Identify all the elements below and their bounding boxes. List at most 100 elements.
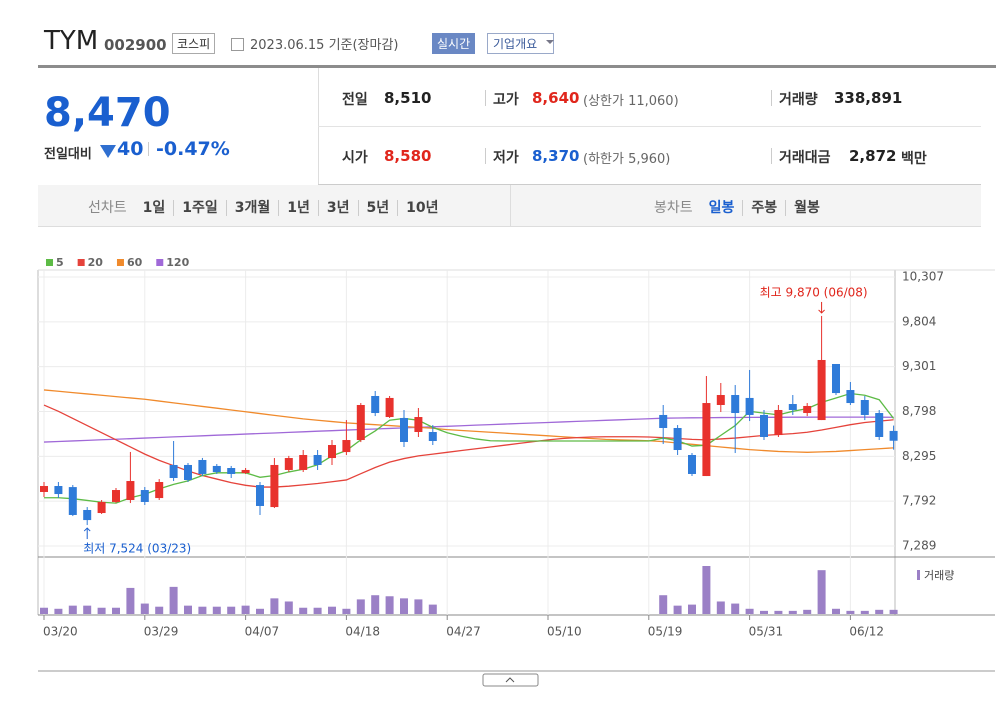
tab[interactable]: 3년 bbox=[317, 200, 358, 216]
candle-body bbox=[126, 481, 135, 501]
tab[interactable]: 월봉 bbox=[785, 200, 828, 216]
volume-bar bbox=[241, 605, 250, 614]
y-tick-label: 7,792 bbox=[902, 494, 936, 508]
tab[interactable]: 10년 bbox=[397, 200, 447, 216]
candle-body bbox=[385, 397, 394, 418]
info-note: (상한가 11,060) bbox=[583, 94, 679, 109]
volume-bar bbox=[313, 607, 322, 614]
volume-bar bbox=[40, 607, 48, 614]
tab-bar bbox=[38, 185, 981, 227]
tab[interactable]: 일봉 bbox=[708, 200, 735, 216]
candle-body bbox=[241, 469, 250, 474]
change-label: 전일대비 bbox=[44, 147, 92, 162]
volume-bar bbox=[731, 603, 740, 614]
volume-bar bbox=[284, 601, 293, 614]
x-tick-label: 05/31 bbox=[749, 625, 784, 639]
change: 40 bbox=[117, 138, 144, 160]
info-value: 8,640 bbox=[532, 89, 580, 107]
candle-body bbox=[371, 395, 380, 414]
collapse-button[interactable] bbox=[482, 673, 539, 687]
legend-swatch bbox=[156, 259, 164, 266]
candle-body bbox=[112, 490, 120, 502]
annotation-arrowhead bbox=[83, 527, 91, 532]
realtime-button[interactable]: 실시간 bbox=[432, 33, 476, 54]
volume-bar bbox=[212, 606, 221, 614]
candle-body bbox=[184, 464, 192, 481]
tab[interactable]: 5년 bbox=[357, 200, 398, 216]
company-button[interactable]: 기업개요 bbox=[487, 33, 555, 54]
volume-bar bbox=[155, 606, 164, 614]
volume-bar bbox=[760, 610, 768, 614]
legend-label: 5 bbox=[56, 256, 64, 269]
candle-body bbox=[284, 458, 293, 470]
volume-bar bbox=[256, 608, 264, 614]
tab[interactable]: 1년 bbox=[278, 200, 318, 216]
volume-bar bbox=[184, 605, 192, 614]
candle-body bbox=[745, 397, 754, 415]
volume-bar bbox=[112, 607, 120, 614]
volume-bar bbox=[702, 566, 711, 614]
tab[interactable]: 1일 bbox=[142, 200, 166, 216]
date: 2023.06.15 기준(장마감) bbox=[250, 38, 399, 53]
info-label: 거래량 bbox=[779, 92, 818, 108]
volume-bar bbox=[198, 606, 207, 614]
volume-bar bbox=[817, 570, 826, 614]
candle-body bbox=[731, 395, 740, 414]
ma-line bbox=[43, 389, 894, 453]
volume-bar bbox=[227, 606, 236, 614]
price: 8,470 bbox=[44, 90, 171, 136]
tab[interactable]: 주봉 bbox=[742, 200, 786, 216]
y-tick-label: 8,295 bbox=[902, 449, 936, 463]
legend-swatch bbox=[77, 259, 85, 266]
volume-bar bbox=[270, 598, 279, 614]
candle-body bbox=[68, 487, 77, 515]
volume-bar bbox=[97, 607, 106, 614]
chart-bg bbox=[38, 228, 995, 671]
candle-body bbox=[846, 390, 855, 404]
info-label: 전일 bbox=[342, 92, 368, 108]
tab[interactable]: 1주일 bbox=[173, 200, 226, 216]
legend-swatch bbox=[116, 259, 124, 266]
candle-body bbox=[889, 430, 898, 441]
volume-bar bbox=[342, 608, 351, 614]
x-tick-label: 03/20 bbox=[43, 625, 78, 639]
volume-bar bbox=[68, 605, 77, 614]
annotation-arrowhead bbox=[818, 309, 825, 314]
candle-body bbox=[659, 414, 668, 428]
candle-body bbox=[803, 405, 812, 414]
tab[interactable]: 3개월 bbox=[225, 200, 279, 216]
legend-label: 거래량 bbox=[924, 569, 954, 582]
candle-body bbox=[328, 445, 336, 459]
candle-body bbox=[688, 454, 696, 474]
candle-body bbox=[716, 395, 725, 405]
volume-bar bbox=[140, 603, 149, 614]
candle-body bbox=[356, 404, 365, 441]
volume-bar bbox=[889, 609, 898, 614]
volume-bar bbox=[788, 610, 797, 614]
volume-bar bbox=[803, 609, 812, 614]
x-tick-label: 04/07 bbox=[245, 625, 280, 639]
info-value: 8,580 bbox=[384, 147, 432, 165]
candle-body bbox=[414, 417, 423, 433]
candle-body bbox=[212, 465, 221, 473]
divider bbox=[771, 148, 772, 164]
volume-bar bbox=[716, 601, 725, 614]
candle-body bbox=[227, 468, 236, 474]
candle-body bbox=[97, 501, 106, 514]
candle-body bbox=[702, 403, 711, 477]
candle-body bbox=[342, 440, 351, 453]
x-tick-label: 06/12 bbox=[849, 625, 884, 639]
y-tick-label: 10,307 bbox=[902, 270, 944, 284]
divider bbox=[485, 90, 486, 106]
x-tick-label: 04/18 bbox=[345, 625, 380, 639]
info-label: 시가 bbox=[342, 150, 368, 166]
dropdown-icon bbox=[546, 40, 554, 48]
candle-body bbox=[40, 486, 48, 492]
candle-body bbox=[270, 464, 279, 508]
candle-body bbox=[140, 490, 149, 502]
market-badge: 코스피 bbox=[172, 33, 216, 54]
y-tick-label: 7,289 bbox=[902, 539, 936, 553]
candle-body bbox=[875, 413, 884, 437]
legend-label: 20 bbox=[88, 256, 104, 269]
y-tick-label: 8,798 bbox=[902, 404, 936, 418]
